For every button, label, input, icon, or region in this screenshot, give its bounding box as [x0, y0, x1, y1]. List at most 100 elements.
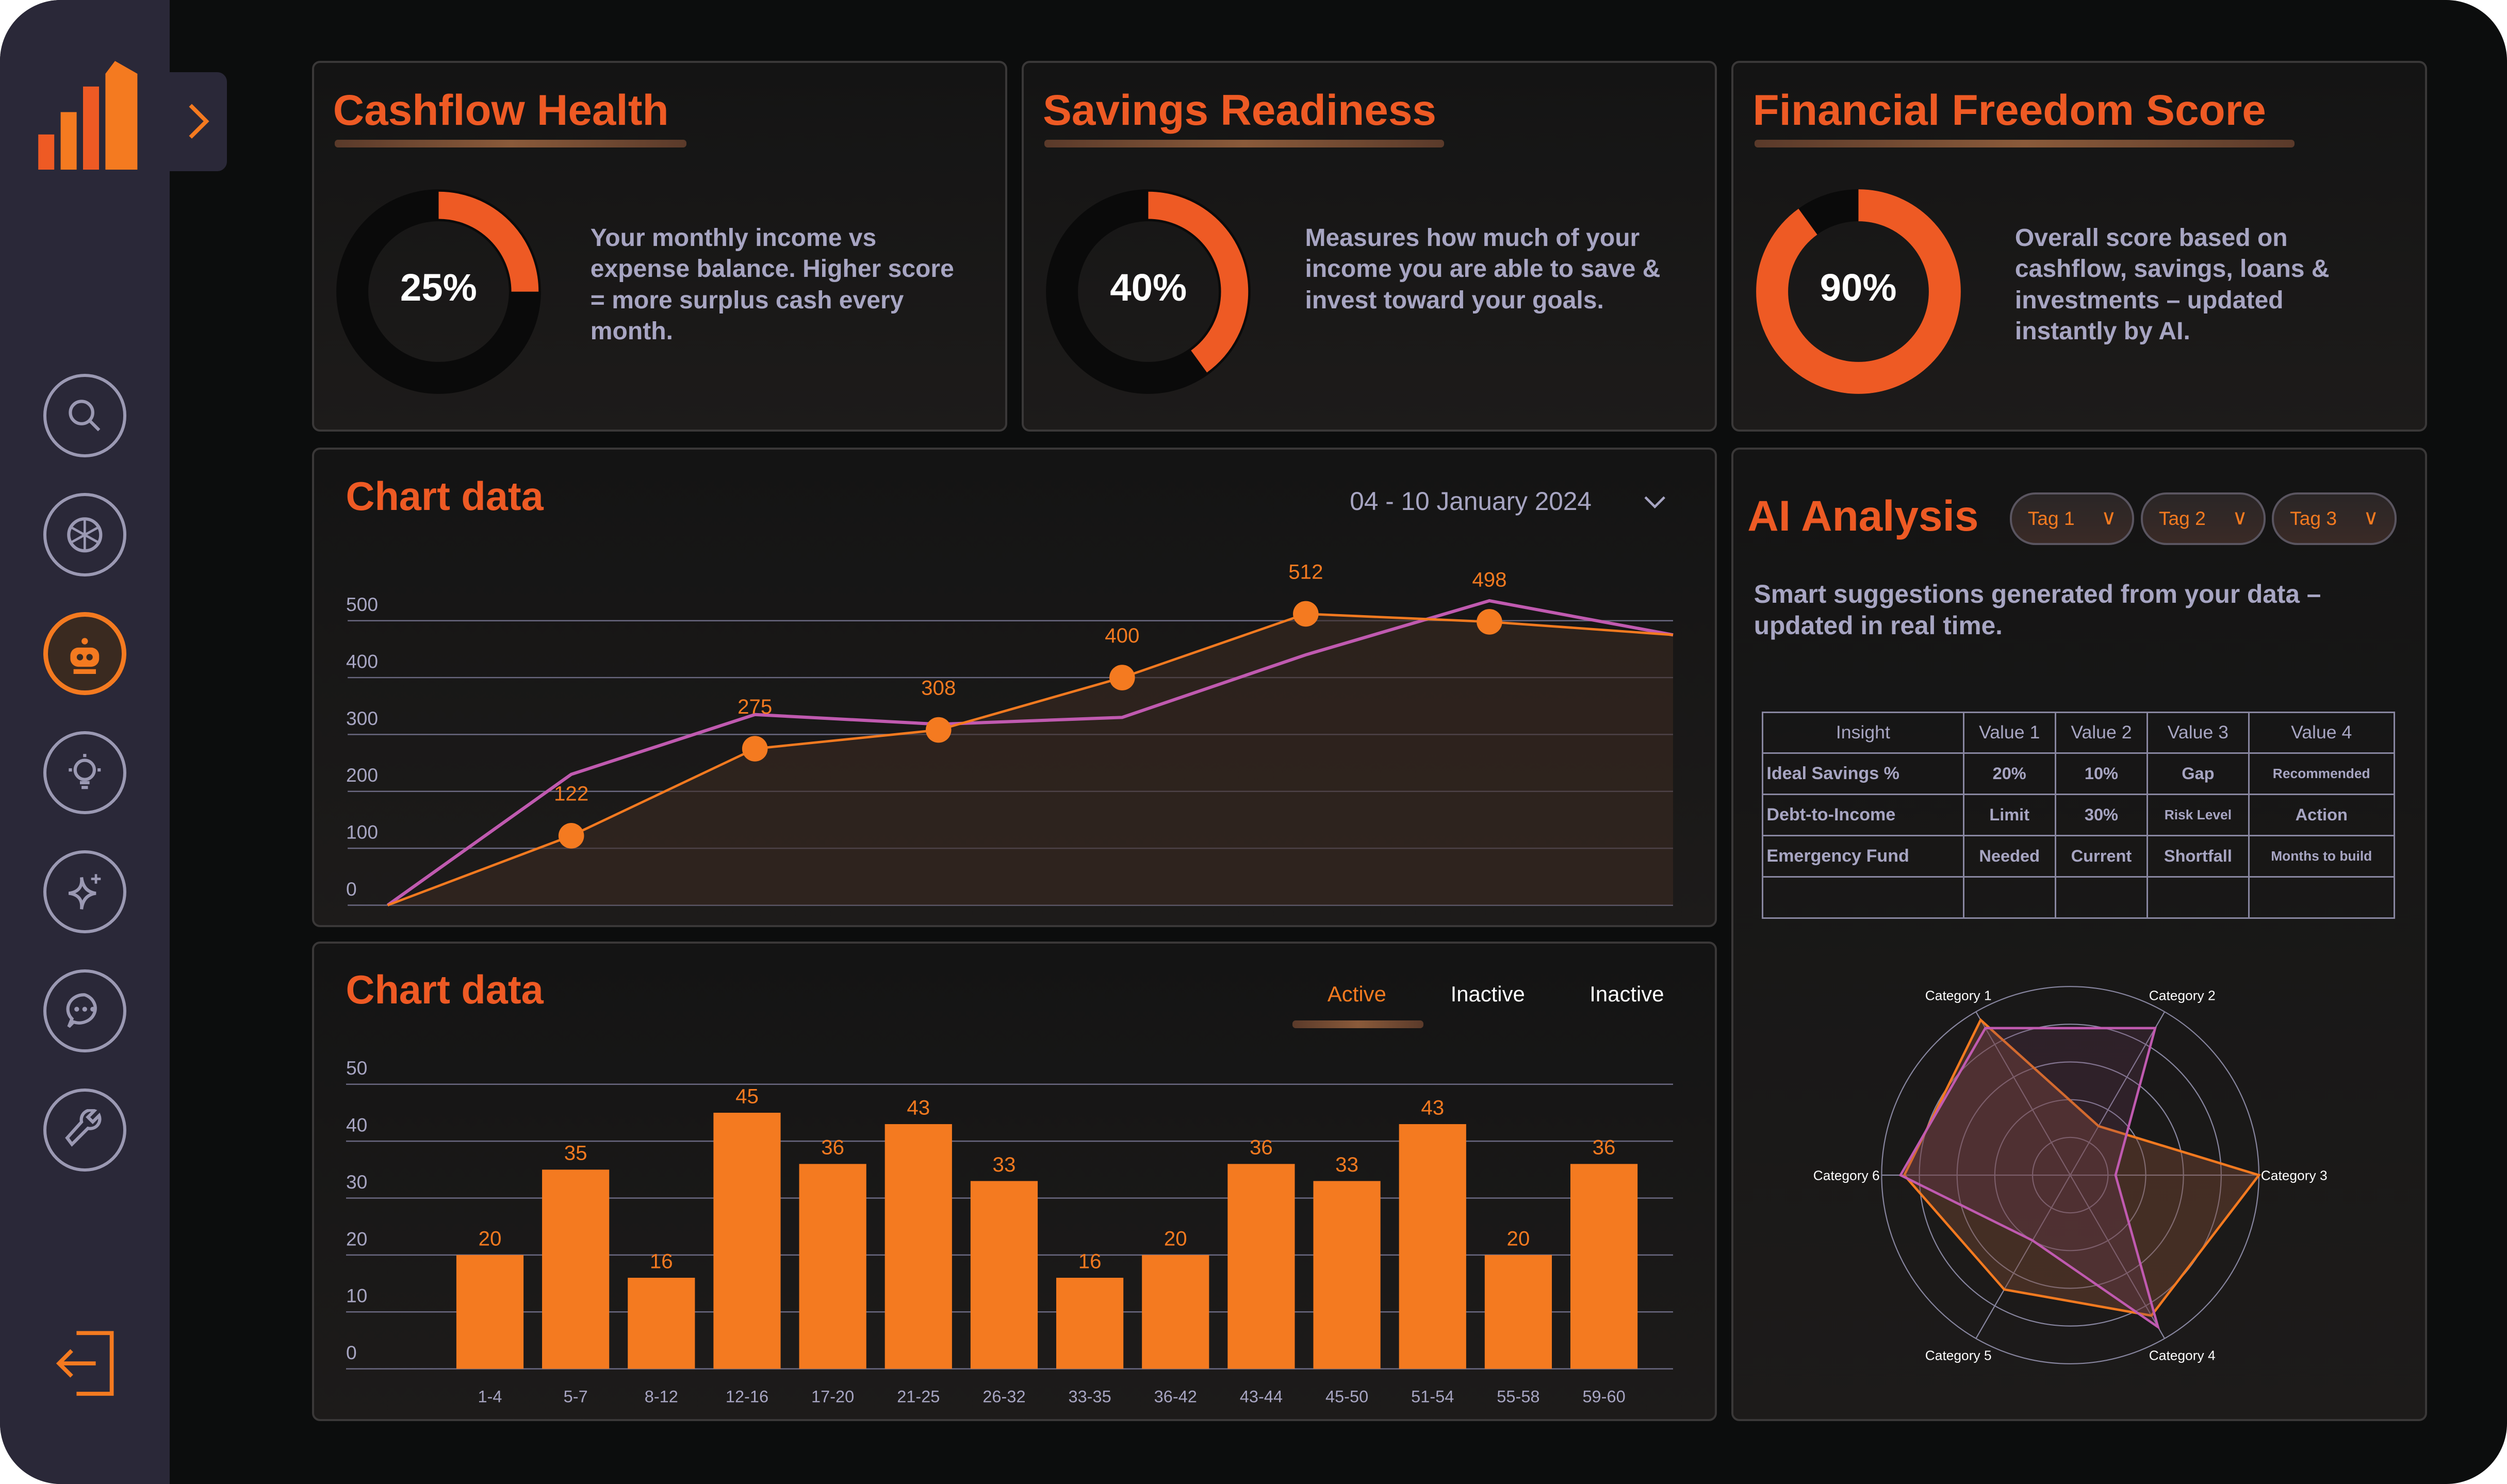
table-cell: Action — [2248, 794, 2395, 837]
bar-value-label: 36 — [821, 1136, 844, 1159]
bar[interactable] — [1056, 1277, 1123, 1369]
x-tick-label: 51-54 — [1411, 1388, 1454, 1406]
radar-spoke — [1975, 1011, 2071, 1176]
bar[interactable] — [884, 1124, 952, 1369]
tab-active[interactable]: Active — [1327, 982, 1386, 1007]
wrench-icon — [65, 1109, 102, 1147]
radar-spoke — [1975, 1174, 2071, 1339]
bar-value-label: 33 — [1335, 1153, 1358, 1176]
table-cell: Limit — [1962, 794, 2056, 837]
data-point[interactable] — [1292, 601, 1319, 627]
bar[interactable] — [799, 1164, 866, 1369]
x-tick-label: 55-58 — [1497, 1388, 1539, 1406]
bar[interactable] — [970, 1181, 1038, 1369]
logout-icon[interactable] — [54, 1330, 118, 1397]
sidebar-item-openai[interactable] — [43, 493, 126, 576]
data-point[interactable] — [1476, 609, 1502, 635]
tag-1-dropdown[interactable]: Tag 1 ∨ — [2009, 492, 2135, 546]
kpi-value: 40% — [1110, 266, 1187, 309]
sidebar — [0, 0, 170, 1484]
radar-category-label: Category 6 — [1813, 1167, 1880, 1183]
bar-chart: 0 10 20 30 40 50 20 1-4 35 5-7 16 8-12 45 12-16 36 17-2… — [346, 1057, 1673, 1406]
table-cell: Current — [2054, 835, 2149, 878]
bar-chart-title: Chart data — [346, 968, 544, 1013]
bar[interactable] — [1399, 1124, 1466, 1369]
x-tick-label: 45-50 — [1325, 1388, 1368, 1406]
bar[interactable] — [542, 1169, 609, 1369]
bar-value-label: 20 — [478, 1227, 501, 1250]
title-underline — [1754, 139, 2295, 148]
data-point[interactable] — [742, 736, 768, 762]
kpi-card: Financial Freedom Score 90% Overall score … — [1731, 60, 2427, 432]
radar-category-label: Category 4 — [2149, 1347, 2216, 1363]
bar[interactable] — [456, 1255, 523, 1369]
data-label: 122 — [554, 782, 588, 805]
radar-spoke — [2070, 1011, 2166, 1176]
radar-series-orange — [1903, 1017, 2262, 1317]
x-tick-label: 36-42 — [1154, 1388, 1197, 1406]
kpi-card: Cashflow Health 25% Your monthly income vs… — [312, 60, 1007, 432]
tag-2-dropdown[interactable]: Tag 2 ∨ — [2140, 492, 2266, 546]
bar-value-label: 36 — [1592, 1136, 1615, 1159]
sidebar-item-search[interactable] — [43, 374, 126, 457]
y-tick-label: 100 — [346, 821, 378, 843]
chevron-down-icon: ∨ — [2232, 506, 2248, 530]
y-tick-label: 400 — [346, 650, 378, 672]
table-cell: Emergency Fund — [1762, 835, 1964, 878]
sidebar-item-wrench[interactable] — [43, 1089, 126, 1172]
bar-value-label: 20 — [1506, 1227, 1530, 1250]
column-header: Value 3 — [2146, 711, 2250, 754]
y-tick-label: 0 — [346, 1342, 356, 1363]
sidebar-item-chat[interactable] — [43, 969, 126, 1053]
y-tick-label: 30 — [346, 1171, 367, 1193]
bar[interactable] — [1141, 1255, 1209, 1369]
series-line-orange — [387, 613, 1673, 906]
x-tick-label: 1-4 — [478, 1388, 502, 1406]
sidebar-item-sparkle[interactable] — [43, 850, 126, 934]
y-tick-label: 300 — [346, 707, 378, 729]
table-row: Debt-to-Income Limit 30% Risk Level Action — [1762, 794, 2395, 837]
ai-analysis-title: AI Analysis — [1747, 491, 1979, 540]
search-icon — [69, 399, 101, 432]
kpi-description: Overall score based on cashflow, savings… — [2014, 224, 2330, 345]
bar-value-label: 16 — [649, 1249, 673, 1273]
table-cell — [1962, 876, 2056, 919]
bar[interactable] — [1484, 1255, 1552, 1369]
bar-value-label: 33 — [992, 1153, 1015, 1176]
bar[interactable] — [713, 1112, 781, 1369]
kpi-description: Measures how much of your income you are… — [1305, 224, 1661, 314]
x-tick-label: 21-25 — [897, 1388, 940, 1406]
table-cell: 30% — [2054, 794, 2149, 837]
tab-inactive-2[interactable]: Inactive — [1590, 982, 1664, 1007]
expand-sidebar-button[interactable] — [169, 72, 227, 171]
data-label: 308 — [921, 676, 956, 699]
sidebar-item-lightbulb[interactable] — [43, 731, 126, 815]
bar[interactable] — [627, 1277, 695, 1369]
bar-value-label: 36 — [1250, 1136, 1273, 1159]
tag-label: Tag 1 — [2027, 507, 2075, 529]
date-range-label: 04 - 10 January 2024 — [1350, 487, 1592, 516]
table-row: Ideal Savings % 20% 10% Gap Recommended — [1762, 752, 2395, 796]
kpi-value: 90% — [1820, 266, 1897, 309]
sidebar-item-robot[interactable] — [43, 612, 126, 696]
y-tick-label: 20 — [346, 1228, 367, 1249]
donut-fill — [338, 191, 539, 391]
y-tick-label: 10 — [346, 1285, 367, 1307]
tag-3-dropdown[interactable]: Tag 3 ∨ — [2272, 492, 2397, 546]
y-tick-label: 200 — [346, 764, 378, 786]
data-point[interactable] — [1109, 665, 1135, 690]
date-range-select[interactable]: 04 - 10 January 2024 — [1350, 486, 1666, 516]
table-cell — [2146, 876, 2250, 919]
bar[interactable] — [1227, 1164, 1295, 1369]
table-cell: 10% — [2054, 752, 2149, 796]
data-point[interactable] — [925, 717, 952, 743]
chevron-down-icon: ∨ — [2101, 506, 2117, 530]
lightbulb-icon — [69, 753, 101, 789]
bar[interactable] — [1313, 1181, 1381, 1369]
data-point[interactable] — [558, 823, 584, 849]
table-cell: Shortfall — [2146, 835, 2250, 878]
kpi-card: Savings Readiness 40% Measures how much of… — [1021, 60, 1717, 432]
bar[interactable] — [1570, 1164, 1637, 1369]
tab-inactive-1[interactable]: Inactive — [1450, 982, 1525, 1007]
